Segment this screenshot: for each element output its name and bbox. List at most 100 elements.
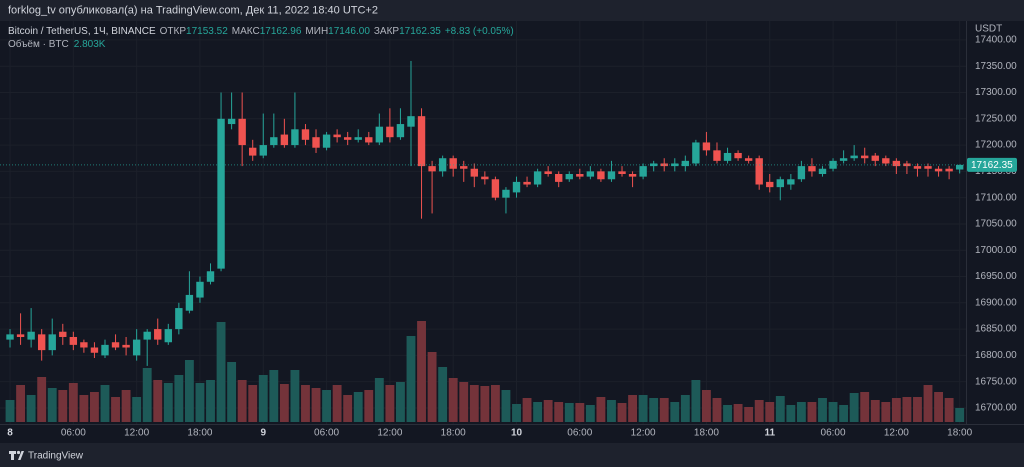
volume-legend: Объём · BTC 2.803K — [8, 38, 106, 50]
x-tick-label: 9 — [260, 428, 266, 439]
volume-bar — [533, 402, 543, 422]
volume-bar — [628, 395, 638, 422]
volume-bar — [691, 380, 701, 422]
candle-body — [713, 150, 721, 161]
candle-body — [628, 173, 637, 177]
candle-body — [744, 158, 753, 161]
candle-body — [913, 166, 922, 169]
candle-body — [797, 166, 806, 180]
candle-body — [227, 118, 236, 125]
x-tick-label: 12:00 — [377, 428, 402, 439]
volume-bar — [163, 383, 173, 422]
candle-body — [491, 179, 500, 198]
volume-bar — [881, 402, 891, 422]
candle-body — [143, 331, 151, 340]
volume-bar — [944, 398, 954, 422]
candle-body — [723, 152, 732, 161]
volume-bar — [617, 403, 627, 422]
volume-bar — [775, 396, 785, 422]
legend-item-name: ЗАКР — [374, 26, 400, 37]
volume-bar — [459, 382, 469, 422]
volume-bar — [543, 400, 553, 422]
y-tick-label: 16950.00 — [975, 271, 1017, 282]
candle-body — [111, 342, 120, 348]
volume-bar — [79, 395, 89, 422]
candle-body — [217, 118, 225, 269]
volume-bar — [142, 368, 152, 422]
candle-body — [101, 344, 109, 356]
candle-body — [322, 134, 331, 148]
x-tick-label: 06:00 — [567, 428, 592, 439]
volume-bar — [322, 390, 332, 422]
y-tick-label: 17100.00 — [975, 192, 1017, 203]
volume-bar — [754, 400, 764, 422]
volume-bar — [396, 382, 405, 422]
y-tick-label: 17250.00 — [975, 113, 1017, 124]
candle-body — [196, 281, 204, 298]
volume-bar — [16, 385, 26, 422]
volume-bar — [723, 405, 732, 422]
y-tick-label: 16750.00 — [975, 376, 1017, 387]
volume-bar — [786, 405, 796, 422]
volume-bar — [374, 378, 384, 422]
volume-bar — [248, 385, 258, 422]
y-tick-label: 17000.00 — [975, 245, 1017, 256]
candle-body — [681, 160, 690, 167]
candle-body — [660, 163, 668, 167]
candle-body — [597, 171, 605, 180]
volume-bar — [828, 402, 838, 422]
volume-bar — [796, 402, 806, 422]
candle-body — [69, 336, 78, 345]
volume-bar — [649, 398, 659, 422]
x-tick-label: 06:00 — [821, 428, 846, 439]
candle-body — [175, 308, 183, 330]
candle-body — [892, 160, 901, 167]
volume-bar — [195, 383, 205, 422]
volume-bar — [448, 378, 458, 422]
candle-body — [206, 271, 215, 282]
candle-body — [533, 171, 542, 185]
volume-bar — [153, 380, 163, 422]
volume-bar — [301, 385, 310, 422]
volume-bar — [501, 390, 511, 422]
legend-item-value: 17146.00 — [328, 26, 370, 37]
volume-bar — [132, 397, 142, 422]
legend-change: +8.83 (+0.05%) — [445, 26, 514, 37]
volume-bar — [659, 398, 669, 422]
candle-body — [16, 334, 25, 337]
volume-bar — [58, 390, 68, 422]
candle-body — [333, 134, 341, 138]
volume-bar — [353, 392, 363, 422]
candle-body — [396, 124, 405, 138]
legend-symbol: Bitcoin / TetherUS, 1Ч, BINANCE — [8, 26, 156, 37]
candle-body — [185, 294, 194, 311]
x-tick-label: 06:00 — [61, 428, 86, 439]
volume-bar — [839, 405, 849, 422]
candle-body — [122, 344, 130, 348]
volume-bar — [554, 402, 564, 422]
x-tick-label: 10 — [511, 428, 523, 439]
volume-bar — [385, 385, 395, 422]
volume-bar — [480, 386, 490, 422]
legend-item-name: МАКС — [232, 26, 260, 37]
candle-body — [386, 126, 394, 138]
plot — [0, 60, 966, 422]
header-title: forklog_tv опубликовал(а) на TradingView… — [8, 4, 378, 16]
candle-body — [90, 347, 99, 353]
volume-bar — [490, 385, 500, 422]
legend-item-name: МИН — [305, 26, 328, 37]
candle-body — [449, 158, 457, 169]
volume-bar — [860, 392, 870, 422]
last-price-box — [967, 157, 1017, 172]
volume-bar — [174, 375, 184, 422]
volume-bar — [638, 395, 648, 422]
volume-bar — [184, 360, 194, 422]
y-tick-label: 17200.00 — [975, 140, 1017, 151]
volume-bar — [269, 370, 279, 422]
candle-body — [555, 173, 563, 182]
candle-body — [839, 158, 848, 161]
volume-bar — [206, 380, 215, 422]
volume-bar — [512, 404, 521, 422]
candle-body — [375, 126, 384, 143]
